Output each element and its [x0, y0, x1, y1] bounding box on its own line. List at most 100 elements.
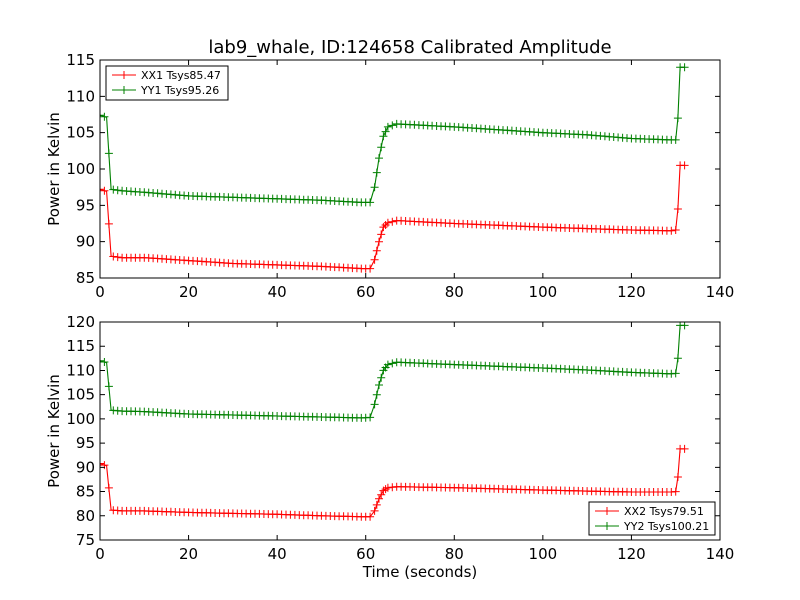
- data-point: [366, 264, 375, 273]
- series-1-0: [100, 444, 689, 521]
- data-point: [113, 186, 122, 195]
- x-axis-label: Time (seconds): [362, 563, 478, 581]
- x-tick-label: 20: [179, 545, 198, 563]
- data-point: [113, 253, 122, 262]
- y-tick-label: 90: [76, 458, 95, 476]
- data-point: [372, 168, 381, 177]
- data-point: [680, 161, 689, 170]
- data-point: [104, 219, 113, 228]
- data-point: [671, 487, 680, 496]
- y-tick-label: 105: [66, 386, 95, 404]
- data-point: [673, 205, 682, 213]
- data-point: [370, 506, 379, 515]
- y-tick-label: 85: [76, 483, 95, 501]
- data-point: [379, 132, 388, 141]
- data-point: [370, 400, 379, 409]
- x-tick-label: 100: [529, 545, 558, 563]
- data-point: [388, 121, 397, 130]
- legend-entry: XX1 Tsys85.47: [141, 69, 221, 82]
- series-0-0: [100, 161, 689, 273]
- data-point: [100, 358, 109, 366]
- y-tick-label: 115: [66, 51, 95, 69]
- legend-marker: [120, 86, 128, 94]
- data-point: [671, 369, 680, 378]
- data-point: [370, 255, 379, 264]
- x-tick-label: 140: [706, 283, 735, 301]
- data-point: [667, 226, 676, 235]
- data-point: [377, 143, 386, 152]
- legend-marker: [603, 522, 611, 530]
- data-point: [671, 226, 680, 234]
- data-point: [377, 490, 386, 499]
- data-point: [673, 354, 682, 363]
- data-point: [100, 356, 104, 365]
- data-point: [671, 135, 680, 144]
- y-tick-label: 85: [76, 269, 95, 287]
- data-point: [104, 149, 113, 158]
- legend-box: [105, 65, 229, 101]
- legend-box: [588, 501, 716, 536]
- x-tick-label: 80: [445, 545, 464, 563]
- y-tick-label: 115: [66, 337, 95, 355]
- data-point: [372, 500, 381, 509]
- data-point: [680, 444, 689, 453]
- x-tick-label: 80: [445, 283, 464, 301]
- y-tick-label: 95: [76, 434, 95, 452]
- x-tick-label: 40: [268, 545, 287, 563]
- data-point: [366, 198, 375, 207]
- series-line: [100, 324, 685, 419]
- data-point: [370, 183, 379, 192]
- data-point: [100, 112, 109, 121]
- data-point: [100, 111, 104, 120]
- data-point: [100, 185, 104, 194]
- data-point: [383, 122, 392, 131]
- data-point: [673, 114, 682, 123]
- chart-title: lab9_whale, ID:124658 Calibrated Amplitu…: [208, 37, 611, 58]
- y-axis-label: Power in Kelvin: [45, 374, 63, 488]
- y-tick-label: 110: [66, 87, 95, 105]
- x-tick-label: 100: [529, 283, 558, 301]
- data-point: [366, 413, 375, 422]
- data-point: [100, 186, 109, 195]
- data-point: [381, 127, 390, 136]
- bottom-panel: 0 20 40 60 80 100 120 140 75 80 85 90 95 100 105 110 115…: [45, 313, 734, 581]
- data-point: [383, 218, 392, 227]
- legend-entry: YY1 Tsys95.26: [140, 84, 219, 97]
- data-point: [109, 185, 118, 194]
- data-point: [104, 483, 113, 492]
- data-point: [366, 512, 375, 521]
- data-point: [673, 473, 682, 481]
- x-tick-label: 40: [268, 283, 287, 301]
- data-point: [372, 246, 381, 255]
- series-0-1: [100, 63, 689, 207]
- data-point: [372, 390, 381, 399]
- x-tick-label: 60: [356, 545, 375, 563]
- x-tick-label: 140: [706, 545, 735, 563]
- data-point: [375, 237, 383, 246]
- data-point: [680, 63, 689, 72]
- series-line: [100, 164, 685, 270]
- data-point: [383, 360, 392, 369]
- data-point: [388, 359, 397, 368]
- series-1-1: [100, 322, 689, 422]
- y-tick-label: 80: [76, 507, 95, 525]
- y-axis-label: Power in Kelvin: [45, 112, 63, 226]
- legend-marker: [603, 507, 611, 515]
- legend-marker: [120, 71, 128, 79]
- y-tick-label: 120: [66, 313, 95, 331]
- data-point: [375, 381, 383, 389]
- data-point: [100, 459, 104, 468]
- plot-frame: [99, 321, 721, 541]
- x-tick-label: 20: [179, 283, 198, 301]
- data-point: [104, 382, 113, 391]
- data-point: [377, 373, 386, 382]
- y-tick-label: 100: [66, 410, 95, 428]
- data-point: [377, 230, 386, 239]
- data-point: [109, 252, 118, 261]
- x-tick-label: 0: [95, 545, 105, 563]
- legend-entry: XX2 Tsys79.51: [624, 505, 704, 518]
- y-tick-label: 75: [76, 531, 95, 549]
- x-tick-label: 60: [356, 283, 375, 301]
- y-tick-label: 95: [76, 196, 95, 214]
